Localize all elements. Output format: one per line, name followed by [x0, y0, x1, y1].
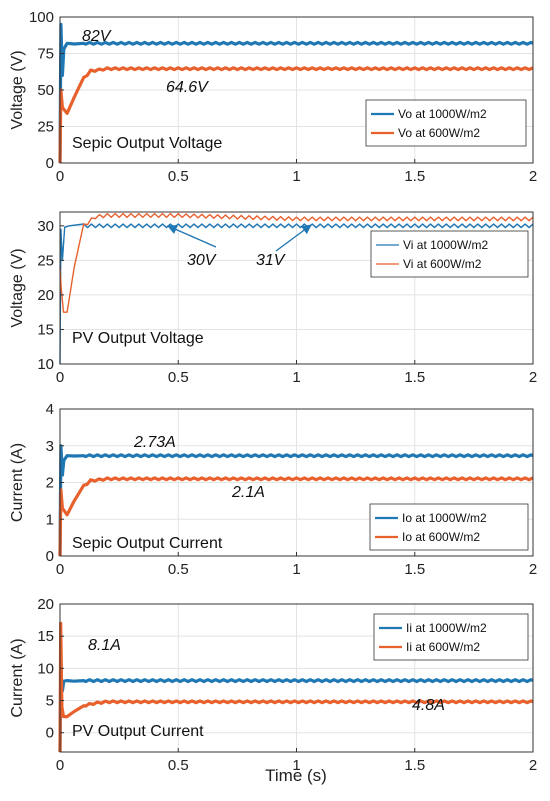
x-tick-label: 1	[292, 369, 300, 386]
data-annotation: 8.1A	[88, 637, 121, 654]
data-annotation: 2.1A	[231, 484, 265, 501]
x-tick-label: 0.5	[168, 561, 189, 578]
legend-entry-2: Vo at 600W/m2	[398, 126, 480, 140]
panel-title: PV Output Current	[72, 723, 204, 740]
legend-entry-2: Io at 600W/m2	[402, 530, 480, 544]
y-tick-label: 0	[46, 725, 54, 742]
data-annotation: 82V	[82, 28, 112, 45]
panel-title: Sepic Output Voltage	[72, 135, 222, 152]
y-tick-label: 10	[37, 660, 54, 677]
panel-3: 0 0.5 1 1.5 2 0 1 2 3 4 Current (A) Sepic Output Cu…	[9, 401, 537, 578]
panel-1: 0 0.5 1 1.5 2 0 25 50 75 100 Voltage (V) Sepic Outp…	[9, 9, 537, 185]
y-tick-label: 50	[37, 82, 54, 99]
data-annotation: 30V	[187, 252, 217, 269]
y-tick-label: 25	[37, 252, 54, 269]
series-line-1	[58, 673, 534, 753]
x-tick-label: 0	[56, 561, 64, 578]
x-axis-label: Time (s)	[265, 766, 327, 785]
data-annotation: 31V	[256, 252, 286, 269]
legend-box	[373, 613, 529, 661]
legend-entry-2: Vi at 600W/m2	[403, 257, 482, 271]
series-line-2	[58, 66, 534, 164]
y-axis-label: Current (A)	[9, 638, 26, 717]
y-tick-label: 75	[37, 46, 54, 63]
y-tick-label: 15	[37, 628, 54, 645]
legend-box	[365, 99, 527, 147]
x-tick-label: 2	[529, 369, 537, 386]
y-tick-label: 25	[37, 119, 54, 136]
y-tick-label: 10	[37, 356, 54, 373]
x-tick-label: 0	[56, 757, 64, 774]
x-tick-label: 1	[292, 757, 300, 774]
legend-entry-1: Vo at 1000W/m2	[398, 107, 487, 121]
x-tick-label: 1.5	[404, 561, 425, 578]
data-annotation: 4.8A	[412, 697, 445, 714]
x-tick-label: 0.5	[168, 757, 189, 774]
series-line-1	[58, 444, 534, 557]
y-tick-label: 0	[46, 548, 54, 565]
annotation-arrow	[275, 224, 312, 252]
x-tick-label: 1	[292, 168, 300, 185]
x-tick-label: 2	[529, 168, 537, 185]
x-tick-label: 1	[292, 561, 300, 578]
x-tick-label: 0.5	[168, 369, 189, 386]
y-tick-label: 4	[46, 401, 54, 418]
legend-entry-1: Ii at 1000W/m2	[406, 621, 487, 635]
legend-box	[369, 503, 529, 551]
y-tick-label: 0	[46, 155, 54, 172]
series-line-1	[58, 22, 534, 164]
panel-title: PV Output Voltage	[72, 330, 204, 347]
x-tick-label: 1.5	[404, 369, 425, 386]
panel-title: Sepic Output Current	[72, 535, 223, 552]
x-tick-label: 0	[56, 168, 64, 185]
x-tick-label: 2	[529, 757, 537, 774]
annotation-arrow	[167, 225, 217, 248]
legend: Vo at 1000W/m2 Vo at 600W/m2	[365, 99, 527, 147]
legend-entry-1: Io at 1000W/m2	[402, 511, 487, 525]
x-tick-label: 0	[56, 369, 64, 386]
legend-entry-2: Ii at 600W/m2	[406, 640, 480, 654]
series-line-2	[58, 621, 534, 753]
x-tick-label: 2	[529, 561, 537, 578]
legend: Ii at 1000W/m2 Ii at 600W/m2	[373, 613, 529, 661]
y-tick-label: 3	[46, 438, 54, 455]
legend-box	[370, 230, 529, 278]
series-line-2	[58, 476, 534, 557]
data-annotation: 64.6V	[166, 79, 209, 96]
y-tick-label: 20	[37, 596, 54, 613]
x-tick-label: 0.5	[168, 168, 189, 185]
y-tick-label: 15	[37, 321, 54, 338]
y-tick-label: 100	[29, 9, 54, 26]
y-tick-label: 30	[37, 218, 54, 235]
y-axis-label: Voltage (V)	[9, 50, 26, 129]
y-tick-label: 1	[46, 511, 54, 528]
legend: Io at 1000W/m2 Io at 600W/m2	[369, 503, 529, 551]
y-axis-label: Current (A)	[9, 443, 26, 522]
series-line-2	[59, 212, 534, 313]
y-tick-label: 2	[46, 475, 54, 492]
data-annotation: 2.73A	[133, 434, 176, 451]
y-axis-label: Voltage (V)	[9, 248, 26, 327]
x-tick-label: 1.5	[404, 757, 425, 774]
panel-2: 0 0.5 1 1.5 2 10 15 20 25 30 Voltage (V) PV Output …	[9, 211, 537, 386]
legend: Vi at 1000W/m2 Vi at 600W/m2	[370, 230, 529, 278]
legend-entry-1: Vi at 1000W/m2	[403, 238, 488, 252]
y-tick-label: 5	[46, 693, 54, 710]
y-tick-label: 20	[37, 287, 54, 304]
x-tick-label: 1.5	[404, 168, 425, 185]
